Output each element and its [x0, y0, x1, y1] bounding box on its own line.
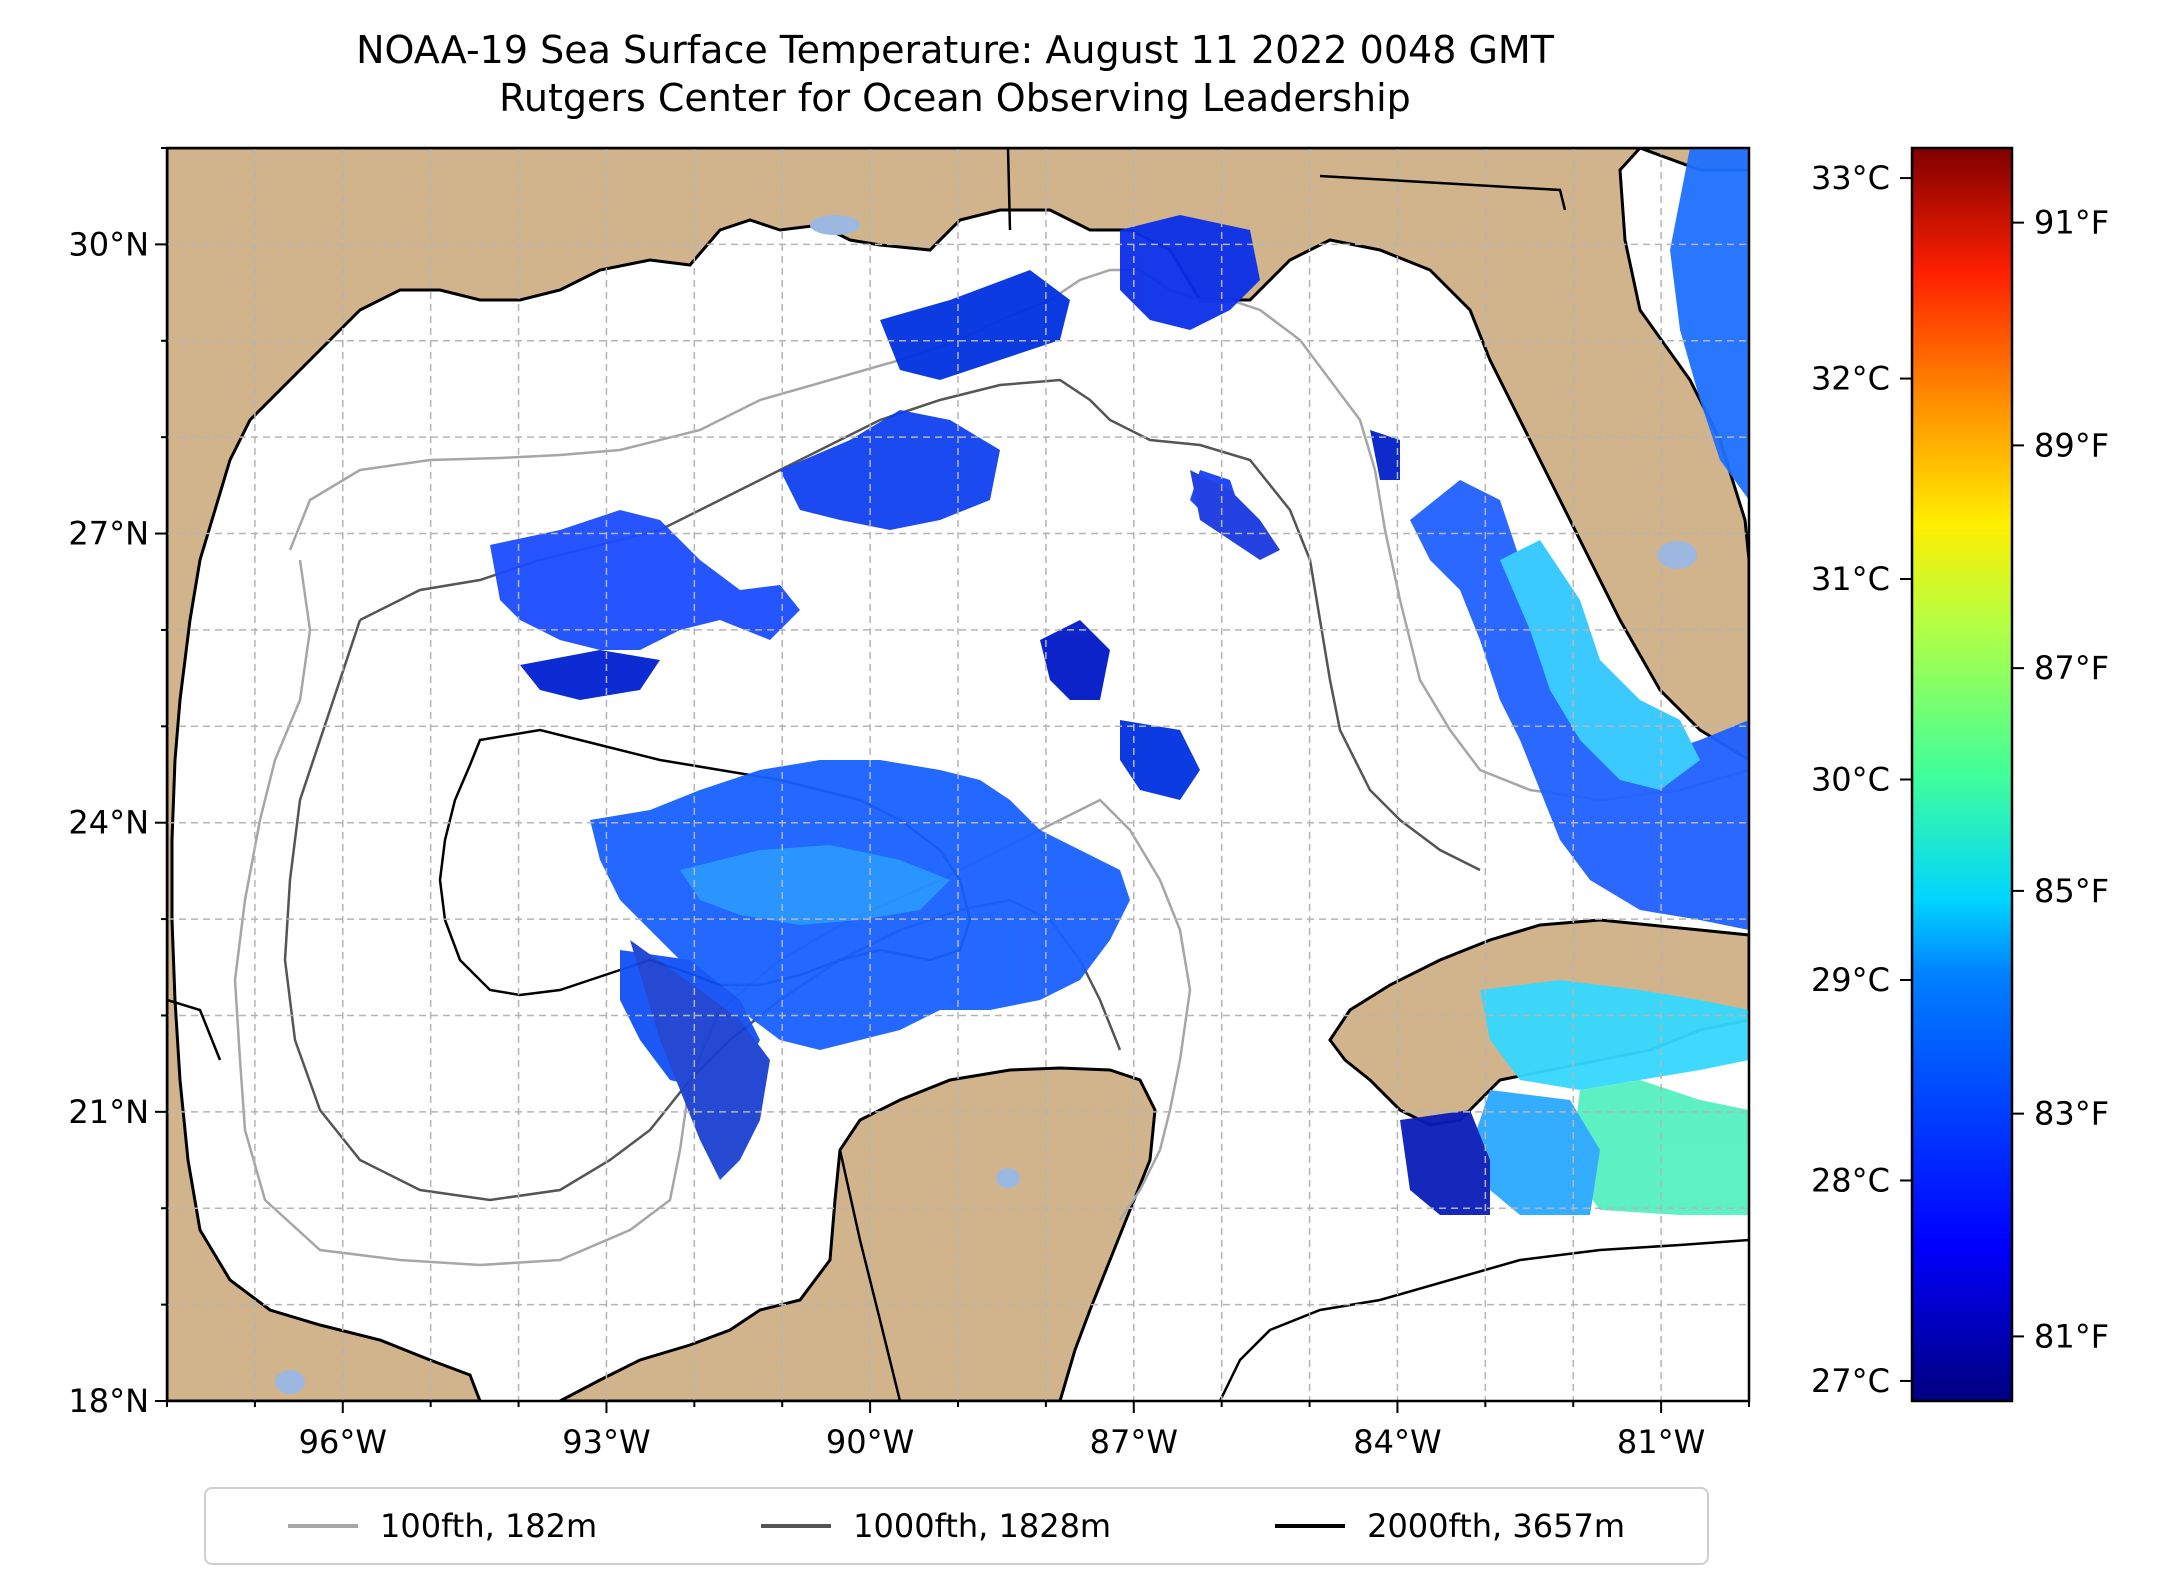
sst-patch [680, 845, 950, 925]
sst-patch [1670, 148, 1749, 500]
inland-water [275, 1370, 305, 1394]
celsius-tick-label: 29°C [1811, 961, 1890, 999]
sst-data-layer [490, 148, 1749, 1215]
legend-line-1000fth [761, 1524, 832, 1528]
lat-tick-label: 30°N [68, 225, 149, 263]
lon-tick-label: 90°W [826, 1423, 914, 1461]
sst-patch [1410, 480, 1749, 930]
legend-item-100fth: 100fth, 182m [287, 1507, 598, 1545]
sst-patch [880, 270, 1070, 380]
map-title: NOAA-19 Sea Surface Temperature: August … [356, 28, 1554, 72]
colorbar [1910, 146, 2014, 1403]
lat-tick-label: 18°N [68, 1382, 149, 1420]
legend-label: 100fth, 182m [379, 1507, 598, 1545]
celsius-tick-label: 30°C [1811, 761, 1890, 799]
lon-tick-label: 81°W [1617, 1423, 1705, 1461]
celsius-tick-label: 33°C [1811, 159, 1890, 197]
map-subtitle: Rutgers Center for Ocean Observing Leade… [499, 76, 1411, 120]
lat-tick-label: 21°N [68, 1093, 149, 1131]
lake-okeechobee [1657, 541, 1697, 569]
contour-2000fth [1218, 1238, 1749, 1401]
celsius-tick-label: 31°C [1811, 560, 1890, 598]
state-border [1319, 174, 1567, 211]
legend-line-2000fth [1275, 1524, 1346, 1528]
longitude-axis: 96°W 93°W 90°W 87°W 84°W 81°W [166, 1401, 1750, 1461]
country-border [838, 1149, 902, 1401]
country-border [167, 998, 222, 1061]
fahrenheit-tick-label: 83°F [2034, 1095, 2109, 1133]
legend-label: 1000fth, 1828m [853, 1507, 1112, 1545]
contour-100fth [233, 559, 1192, 1267]
fahrenheit-tick-label: 87°F [2034, 649, 2109, 687]
sst-patch [630, 940, 770, 1180]
fahrenheit-tick-label: 81°F [2034, 1317, 2109, 1355]
colorbar-fahrenheit-axis: 81°F 83°F 85°F 87°F 89°F 91°F [2012, 204, 2109, 1355]
legend-item-2000fth: 2000fth, 3657m [1275, 1507, 1625, 1545]
celsius-tick-label: 28°C [1811, 1161, 1890, 1199]
sst-patch [1400, 1110, 1490, 1215]
legend-line-100fth [287, 1524, 358, 1528]
lon-tick-label: 93°W [562, 1423, 650, 1461]
lon-tick-label: 84°W [1353, 1423, 1441, 1461]
fahrenheit-tick-label: 85°F [2034, 872, 2109, 910]
lake-pontchartrain [810, 215, 860, 235]
sst-patch [490, 510, 800, 650]
legend-label: 2000fth, 3657m [1367, 1507, 1625, 1545]
sst-patch [1120, 720, 1200, 800]
sst-patch [1470, 1090, 1600, 1215]
lat-tick-label: 24°N [68, 804, 149, 842]
lon-tick-label: 96°W [299, 1423, 387, 1461]
state-border [1006, 148, 1012, 231]
sst-patch [1480, 980, 1749, 1090]
contour-legend: 100fth, 182m 1000fth, 1828m 2000fth, 365… [204, 1487, 1709, 1565]
sst-patch [1190, 470, 1280, 560]
celsius-tick-label: 27°C [1811, 1362, 1890, 1400]
gridlines [167, 148, 1749, 1401]
legend-item-1000fth: 1000fth, 1828m [761, 1507, 1111, 1545]
sst-patch [1570, 1080, 1749, 1215]
celsius-tick-label: 32°C [1811, 360, 1890, 398]
sst-patch [1500, 540, 1700, 790]
fahrenheit-tick-label: 91°F [2034, 204, 2109, 242]
lon-tick-label: 87°W [1090, 1423, 1178, 1461]
sst-patch [1040, 620, 1110, 700]
fahrenheit-tick-label: 89°F [2034, 426, 2109, 464]
sst-patch [780, 410, 1000, 530]
latitude-axis: 18°N 21°N 24°N 27°N 30°N [68, 147, 167, 1420]
inland-water [996, 1168, 1020, 1188]
sst-patch [520, 650, 660, 700]
colorbar-celsius-axis: 27°C 28°C 29°C 30°C 31°C 32°C 33°C [1811, 159, 1912, 1400]
sst-patch [1370, 430, 1400, 480]
lat-tick-label: 27°N [68, 515, 149, 553]
